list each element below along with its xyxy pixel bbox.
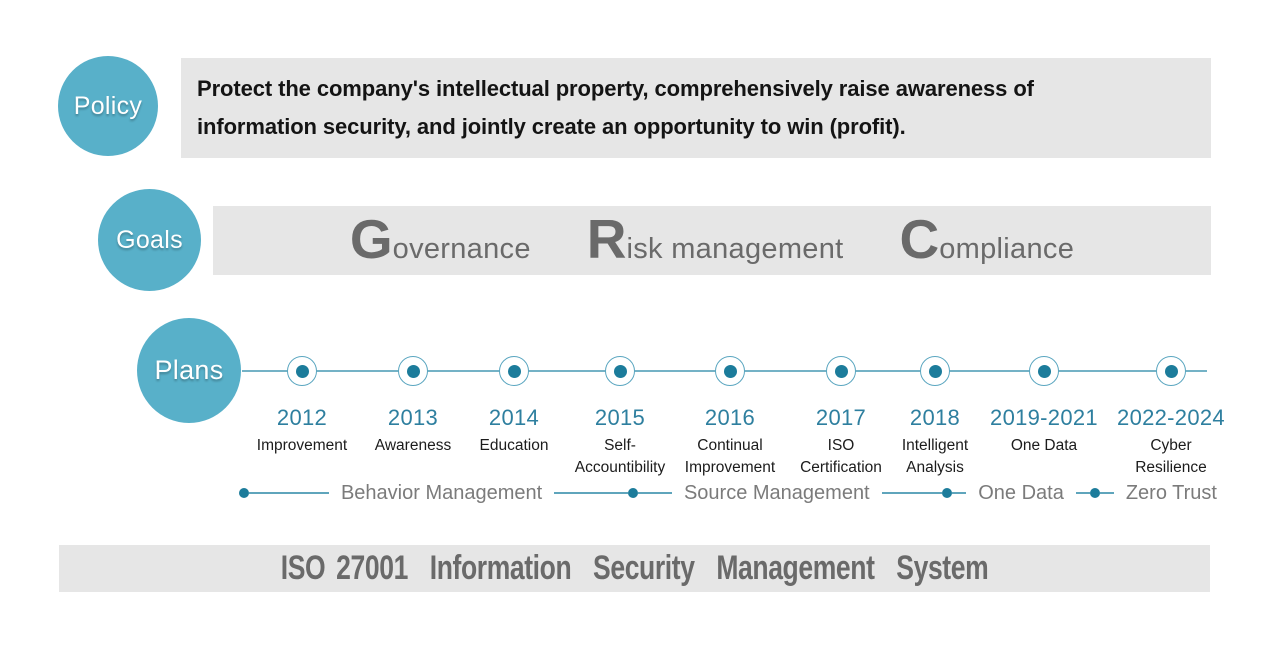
milestone-2022-2024: 2022-2024 Cyber Resilience bbox=[1111, 356, 1231, 479]
milestone-year: 2016 bbox=[704, 405, 756, 430]
milestone-label: Improvement bbox=[256, 437, 348, 454]
milestone-label: ISO Certification bbox=[800, 437, 882, 476]
milestone-year: 2014 bbox=[488, 405, 540, 430]
phase-connector bbox=[1099, 492, 1114, 494]
goal-governance-initial: G bbox=[349, 208, 393, 270]
timeline-node-icon bbox=[499, 356, 529, 386]
milestone-2018: 2018 Intelligent Analysis bbox=[875, 356, 995, 479]
timeline-node-icon bbox=[715, 356, 745, 386]
timeline-node-icon bbox=[920, 356, 950, 386]
milestone-label: Cyber Resilience bbox=[1135, 437, 1207, 476]
milestone-2019-2021: 2019-2021 One Data bbox=[984, 356, 1104, 457]
milestone-label: Self- Accountibility bbox=[574, 437, 666, 476]
phase-label-source-management: Source Management bbox=[683, 481, 870, 504]
milestone-year: 2013 bbox=[387, 405, 439, 430]
footer-banner-text: ISO 27001 Information Security Managemen… bbox=[280, 549, 989, 587]
policy-statement-text: Protect the company's intellectual prope… bbox=[197, 76, 1034, 139]
goals-bubble-label: Goals bbox=[116, 225, 183, 254]
goals-bubble: Goals bbox=[98, 189, 201, 291]
timeline-node-icon bbox=[287, 356, 317, 386]
phase-connector bbox=[952, 492, 967, 494]
milestone-2014: 2014 Education bbox=[454, 356, 574, 457]
milestone-year: 2012 bbox=[276, 405, 328, 430]
timeline-node-icon bbox=[398, 356, 428, 386]
milestone-label: Awareness bbox=[374, 437, 452, 454]
milestone-label: Intelligent Analysis bbox=[901, 437, 969, 476]
milestone-2016: 2016 Continual Improvement bbox=[670, 356, 790, 479]
goal-risk-rest: isk management bbox=[626, 233, 844, 265]
milestone-year: 2017 bbox=[815, 405, 867, 430]
phase-connector bbox=[638, 492, 672, 494]
goals-panel: Governance Risk management Compliance bbox=[213, 206, 1211, 275]
timeline-node-dot bbox=[1037, 364, 1051, 378]
goal-governance-rest: overnance bbox=[392, 233, 531, 265]
milestone-year: 2018 bbox=[909, 405, 961, 430]
phase-dot-icon bbox=[1089, 488, 1100, 498]
phase-label-zero-trust: Zero Trust bbox=[1125, 481, 1217, 504]
phase-dot-icon bbox=[628, 488, 639, 498]
phase-timeline: Behavior Management Source Management On… bbox=[239, 481, 1229, 504]
plans-bubble-label: Plans bbox=[154, 355, 224, 385]
timeline-node-dot bbox=[723, 364, 737, 378]
milestone-year: 2015 bbox=[594, 405, 646, 430]
goal-compliance-initial: C bbox=[899, 208, 940, 270]
phase-label-one-data: One Data bbox=[978, 481, 1064, 504]
milestone-2012: 2012 Improvement bbox=[242, 356, 362, 457]
goal-risk-initial: R bbox=[586, 208, 627, 270]
phase-dot-icon bbox=[239, 488, 249, 498]
goal-risk-management: Risk management bbox=[587, 206, 844, 287]
timeline-node-icon bbox=[605, 356, 635, 386]
goal-compliance-rest: ompliance bbox=[939, 233, 1075, 265]
policy-bubble-label: Policy bbox=[73, 91, 143, 120]
phase-dot-icon bbox=[942, 488, 953, 498]
timeline-node-dot bbox=[406, 364, 420, 378]
policy-statement-panel: Protect the company's intellectual prope… bbox=[181, 58, 1211, 158]
phase-connector bbox=[554, 492, 629, 494]
phase-label-behavior-management: Behavior Management bbox=[340, 481, 543, 504]
goal-governance: Governance bbox=[350, 206, 531, 287]
timeline-node-dot bbox=[613, 364, 627, 378]
timeline-node-dot bbox=[928, 364, 942, 378]
plans-bubble: Plans bbox=[137, 318, 241, 423]
milestone-year: 2022-2024 bbox=[1117, 405, 1225, 430]
milestone-2017: 2017 ISO Certification bbox=[781, 356, 901, 479]
milestone-label: One Data bbox=[1010, 437, 1078, 454]
phase-connector bbox=[881, 492, 943, 494]
phase-connector bbox=[1075, 492, 1090, 494]
timeline-node-dot bbox=[295, 364, 309, 378]
milestone-2015: 2015 Self- Accountibility bbox=[560, 356, 680, 479]
policy-bubble: Policy bbox=[58, 56, 158, 156]
timeline-node-icon bbox=[1156, 356, 1186, 386]
goal-compliance: Compliance bbox=[900, 206, 1075, 287]
footer-banner: ISO 27001 Information Security Managemen… bbox=[59, 545, 1210, 592]
milestone-label: Education bbox=[479, 437, 549, 454]
milestone-label: Continual Improvement bbox=[684, 437, 776, 476]
milestone-2013: 2013 Awareness bbox=[353, 356, 473, 457]
timeline-node-dot bbox=[834, 364, 848, 378]
phase-connector bbox=[249, 492, 329, 494]
milestone-year: 2019-2021 bbox=[990, 405, 1098, 430]
timeline-node-dot bbox=[507, 364, 521, 378]
timeline-node-dot bbox=[1164, 364, 1178, 378]
timeline-node-icon bbox=[826, 356, 856, 386]
timeline-node-icon bbox=[1029, 356, 1059, 386]
